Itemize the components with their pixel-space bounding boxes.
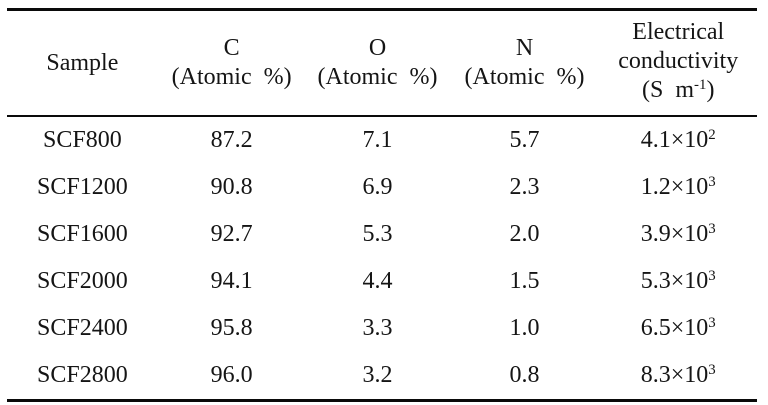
oxygen-cell: 7.1 [362,127,393,153]
header-line: (Atomic %) [171,64,292,90]
col-header-nitrogen: N (Atomic %) [450,10,600,117]
conductivity-base: 6.5×10 [640,315,709,341]
table-row: SCF1600 92.7 5.3 2.0 3.9×103 [7,211,757,258]
conductivity-base: 5.3×10 [640,268,709,294]
conductivity-cell: 4.1×102 [600,116,758,164]
header-row: Sample C (Atomic %) O (Atomic %) N (Atom… [7,10,758,117]
header-line: O [368,35,387,61]
unit-exponent: -1 [694,76,707,93]
conductivity-cell: 5.3×103 [600,258,758,305]
col-header-conductivity: Electrical conductivity (S m-1) [600,10,758,117]
header-line: N [515,35,534,61]
nitrogen-cell: 2.0 [509,221,540,247]
nitrogen-cell: 5.7 [509,127,540,153]
conductivity-cell: 3.9×103 [600,211,758,258]
table-row: SCF2800 96.0 3.2 0.8 8.3×103 [7,352,757,401]
carbon-cell: 94.1 [210,268,253,294]
col-header-carbon: C (Atomic %) [158,10,306,117]
sample-cell: SCF1600 [37,221,128,247]
col-header-sample: Sample [7,10,158,117]
sample-cell: SCF2800 [37,362,128,388]
conductivity-base: 3.9×10 [640,221,709,247]
sample-cell: SCF1200 [37,174,128,200]
sample-cell: SCF2400 [37,315,128,341]
conductivity-exponent: 2 [708,126,716,143]
carbon-cell: 87.2 [210,127,253,153]
table-header: Sample C (Atomic %) O (Atomic %) N (Atom… [7,10,758,117]
conductivity-base: 1.2×10 [640,174,709,200]
oxygen-cell: 5.3 [362,221,393,247]
carbon-cell: 96.0 [210,362,253,388]
conductivity-exponent: 3 [708,173,716,190]
conductivity-cell: 8.3×103 [600,352,758,401]
table-row: SCF800 87.2 7.1 5.7 4.1×102 [7,116,757,164]
conductivity-cell: 6.5×103 [600,305,758,352]
sample-cell: SCF800 [43,127,122,153]
header-unit-line: (S m-1) [600,76,758,108]
header-line: C [223,35,240,61]
header-line: conductivity [618,48,739,74]
table-row: SCF1200 90.8 6.9 2.3 1.2×103 [7,164,757,211]
unit-post: ) [706,77,715,103]
nitrogen-cell: 2.3 [509,174,540,200]
conductivity-cell: 1.2×103 [600,164,758,211]
table-row: SCF2400 95.8 3.3 1.0 6.5×103 [7,305,757,352]
header-line: Sample [46,49,119,76]
oxygen-cell: 6.9 [362,174,393,200]
conductivity-base: 4.1×10 [640,127,709,153]
table-body: SCF800 87.2 7.1 5.7 4.1×102 SCF1200 90.8… [7,116,757,401]
conductivity-exponent: 3 [708,267,716,284]
header-line: Electrical [632,19,725,45]
header-line: (Atomic %) [464,64,585,90]
paper-table-sheet: Sample C (Atomic %) O (Atomic %) N (Atom… [7,8,757,402]
carbon-cell: 92.7 [210,221,253,247]
nitrogen-cell: 0.8 [509,362,540,388]
sample-cell: SCF2000 [37,268,128,294]
conductivity-base: 8.3×10 [640,362,709,388]
carbon-cell: 90.8 [210,174,253,200]
composition-conductivity-table: Sample C (Atomic %) O (Atomic %) N (Atom… [7,8,757,402]
conductivity-exponent: 3 [708,220,716,237]
carbon-cell: 95.8 [210,315,253,341]
header-line: (Atomic %) [317,64,438,90]
conductivity-exponent: 3 [708,314,716,331]
table-row: SCF2000 94.1 4.4 1.5 5.3×103 [7,258,757,305]
oxygen-cell: 4.4 [362,268,393,294]
oxygen-cell: 3.3 [362,315,393,341]
oxygen-cell: 3.2 [362,362,393,388]
col-header-oxygen: O (Atomic %) [306,10,450,117]
unit-pre: (S m [642,77,695,103]
nitrogen-cell: 1.0 [509,315,540,341]
nitrogen-cell: 1.5 [509,268,540,294]
conductivity-exponent: 3 [708,361,716,378]
